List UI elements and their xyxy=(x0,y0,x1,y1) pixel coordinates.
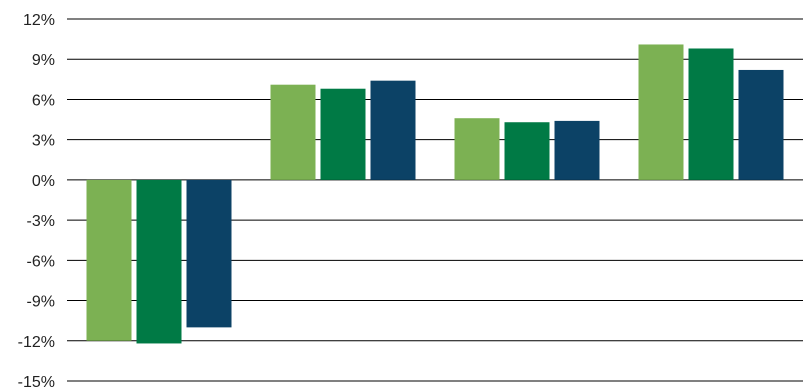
y-tick-label: 3% xyxy=(32,133,55,150)
y-tick-label: -15% xyxy=(18,374,55,391)
y-axis-tick-labels: 12% 9% 6% 3% 0% -3% -6% -9% -12% -15% xyxy=(18,12,55,391)
bar xyxy=(370,80,416,180)
y-tick-label: 0% xyxy=(32,173,55,190)
bar xyxy=(554,120,600,180)
bar xyxy=(504,122,550,180)
bar xyxy=(270,84,316,180)
bar xyxy=(738,69,784,180)
y-tick-label: 6% xyxy=(32,92,55,109)
y-tick-label: -3% xyxy=(27,213,55,230)
bar xyxy=(688,48,734,180)
y-tick-label: -6% xyxy=(27,253,55,270)
bar xyxy=(638,44,684,180)
bar xyxy=(454,118,500,180)
bar xyxy=(320,88,366,180)
bar xyxy=(136,179,182,344)
bar xyxy=(186,179,232,328)
y-tick-label: -9% xyxy=(27,294,55,311)
y-tick-label: 12% xyxy=(23,12,55,29)
y-tick-label: 9% xyxy=(32,52,55,69)
bar xyxy=(86,179,132,341)
y-tick-label: -12% xyxy=(18,334,55,351)
bars xyxy=(86,44,784,344)
